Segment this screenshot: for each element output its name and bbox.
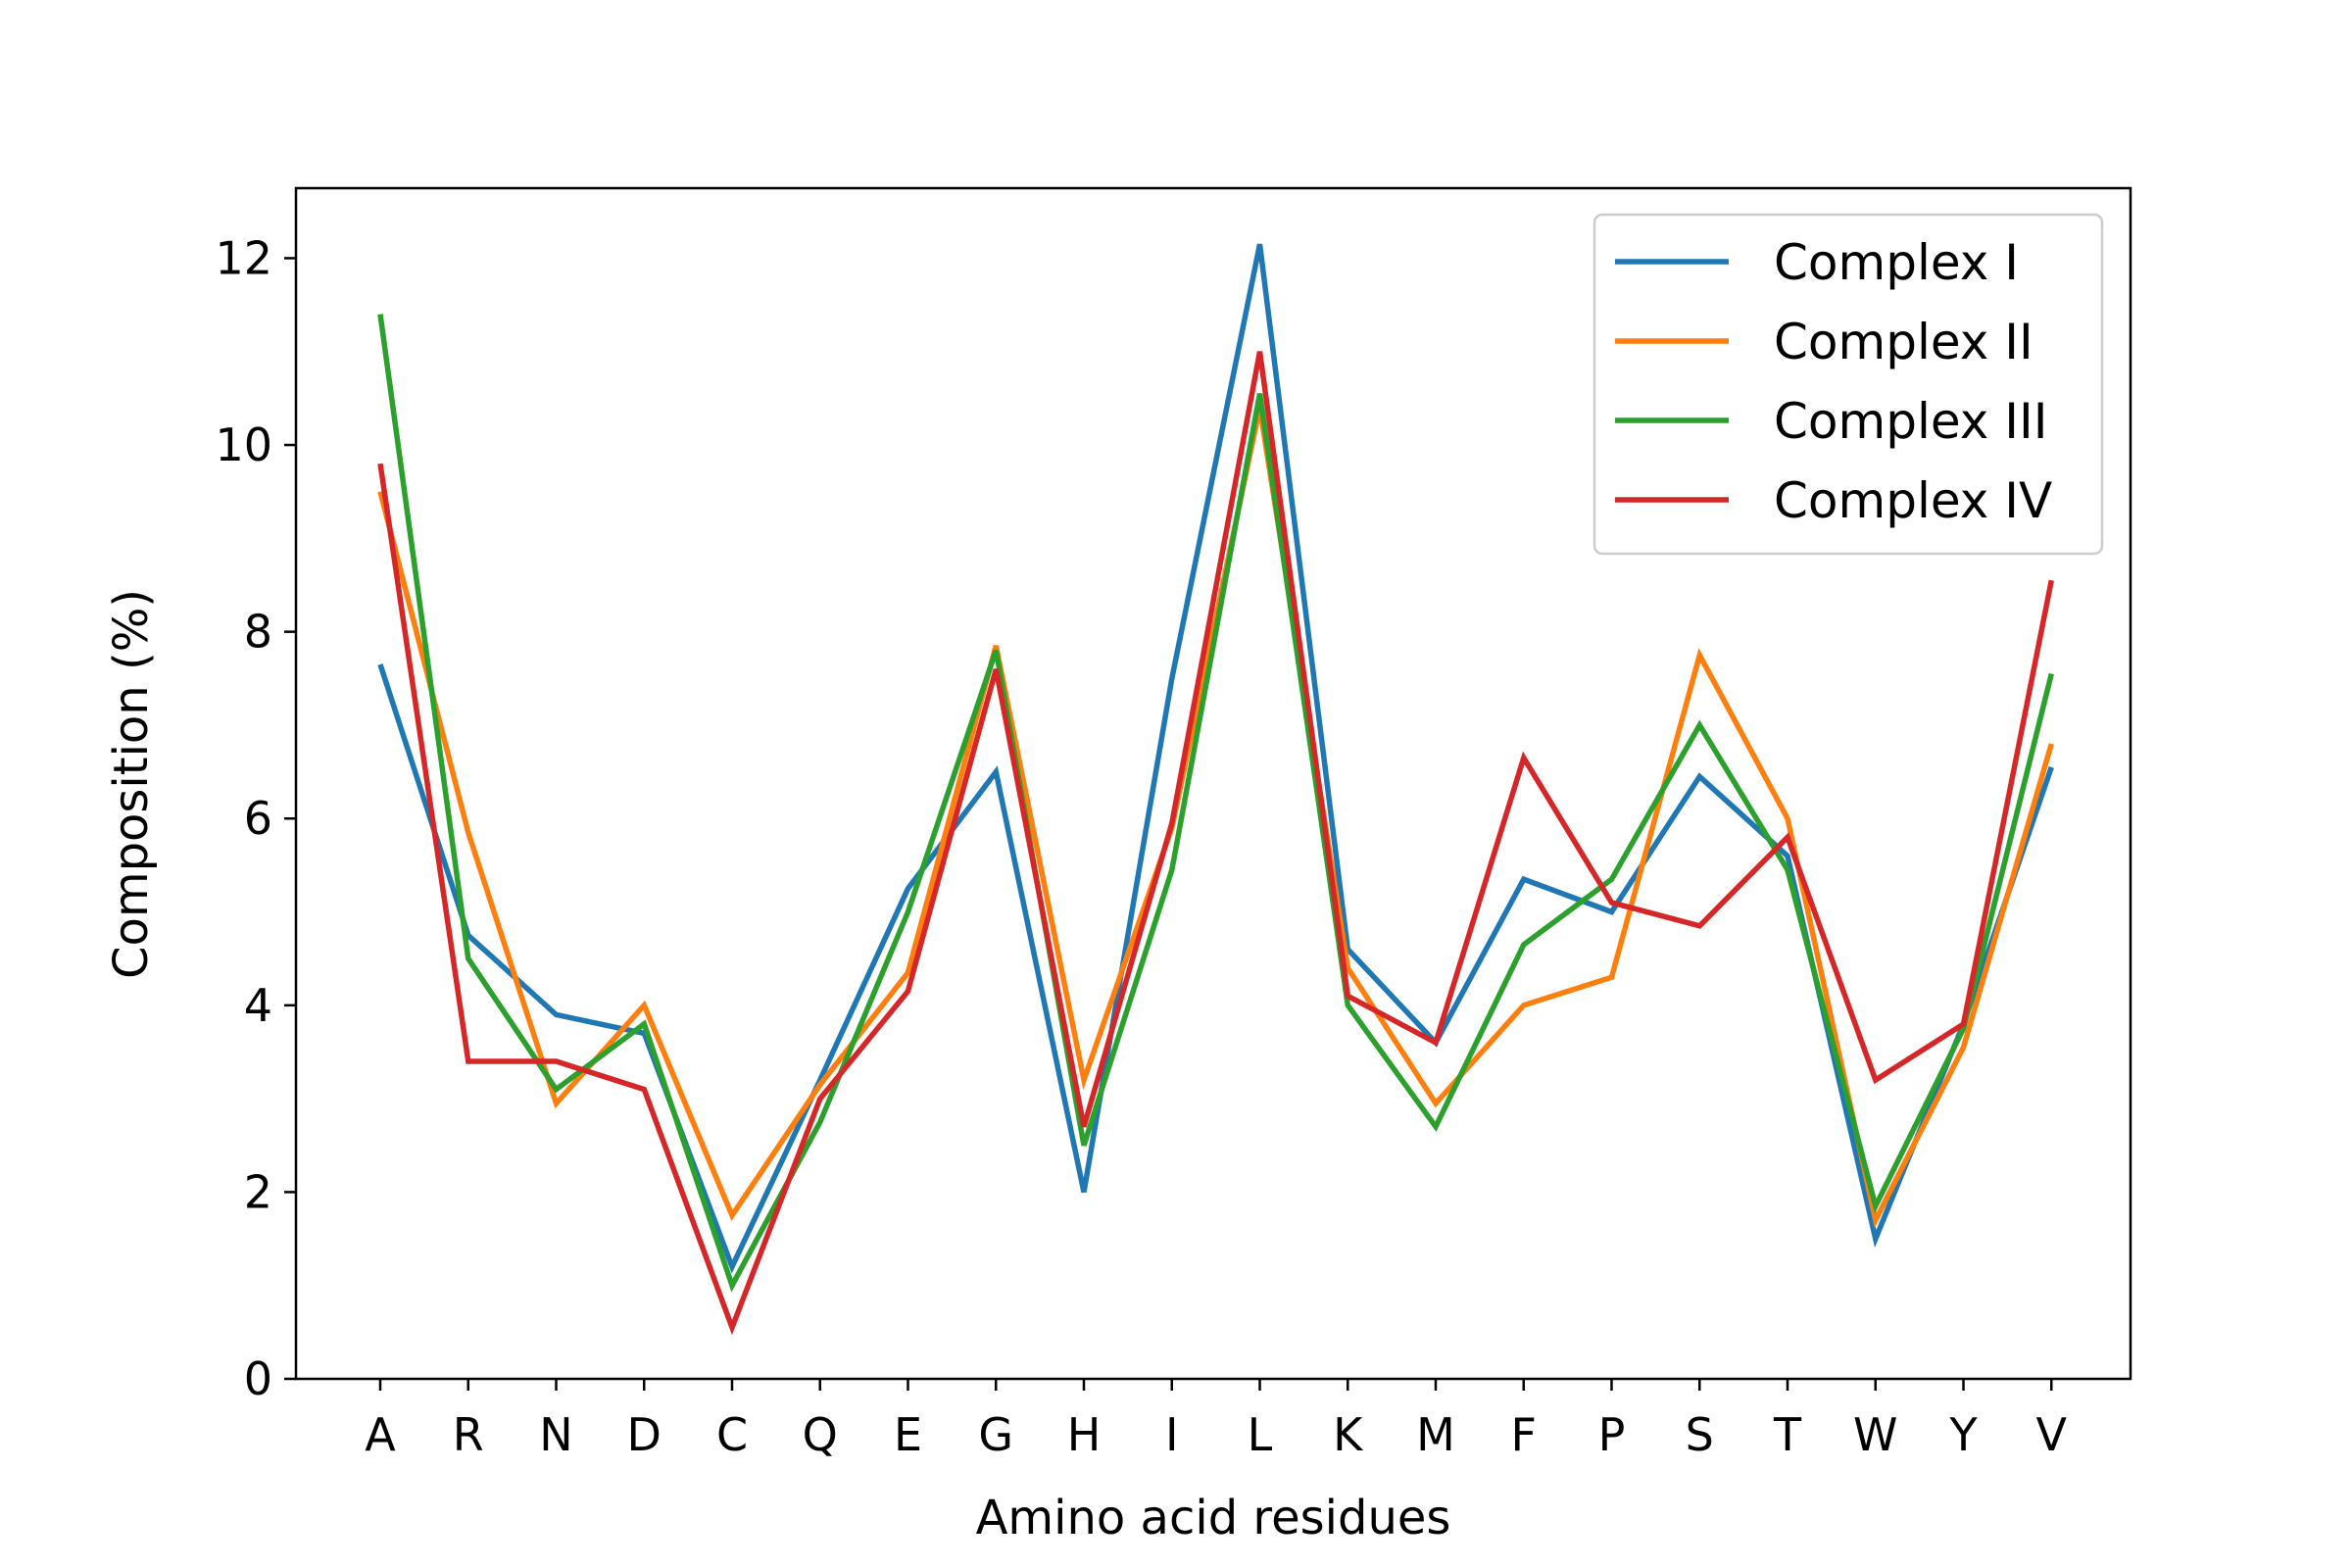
legend-label: Complex IV xyxy=(1774,472,2052,529)
y-tick-label: 4 xyxy=(244,979,272,1032)
x-tick-label: D xyxy=(627,1408,662,1461)
x-tick-label: A xyxy=(365,1408,396,1461)
y-tick-label: 10 xyxy=(215,418,272,471)
legend-label: Complex I xyxy=(1774,234,2019,291)
y-axis: 0 2 4 6 8 10 12 xyxy=(215,231,296,1405)
x-tick-label: P xyxy=(1598,1408,1626,1461)
x-tick-label: R xyxy=(453,1408,484,1461)
x-tick-label: W xyxy=(1853,1408,1897,1461)
x-tick-label: E xyxy=(894,1408,922,1461)
x-tick-label: V xyxy=(2036,1408,2068,1461)
x-tick-label: N xyxy=(539,1408,572,1461)
y-tick-label: 0 xyxy=(244,1352,272,1405)
y-tick-label: 2 xyxy=(244,1165,272,1218)
legend-label: Complex II xyxy=(1774,314,2034,370)
x-tick-label: H xyxy=(1067,1408,1102,1461)
plot-frame xyxy=(294,186,2132,1381)
series-line-complex-4 xyxy=(377,351,2054,1336)
x-tick-label: Q xyxy=(803,1408,838,1461)
x-tick-label: K xyxy=(1333,1408,1364,1461)
x-tick-label: L xyxy=(1248,1408,1273,1461)
y-tick-label: 12 xyxy=(215,231,272,284)
x-tick-label: Y xyxy=(1948,1408,1978,1461)
y-tick-label: 6 xyxy=(244,792,272,845)
x-tick-label: C xyxy=(716,1408,748,1461)
x-tick-label: T xyxy=(1773,1408,1802,1461)
x-axis-label: Amino acid residues xyxy=(976,1491,1451,1545)
x-tick-label: I xyxy=(1165,1408,1179,1461)
y-tick-label: 8 xyxy=(244,606,272,659)
legend: Complex I Complex II Complex III Complex IV xyxy=(1592,213,2104,556)
x-tick-label: S xyxy=(1686,1408,1714,1461)
x-tick-label: G xyxy=(978,1408,1013,1461)
y-axis-label: Composition (%) xyxy=(104,589,159,979)
legend-label: Complex III xyxy=(1774,393,2047,450)
series-lines xyxy=(377,243,2054,1336)
x-tick-label: F xyxy=(1511,1408,1537,1461)
x-tick-label: M xyxy=(1416,1408,1455,1461)
series-line-complex-3 xyxy=(377,314,2054,1293)
legend-box xyxy=(1592,213,2104,556)
